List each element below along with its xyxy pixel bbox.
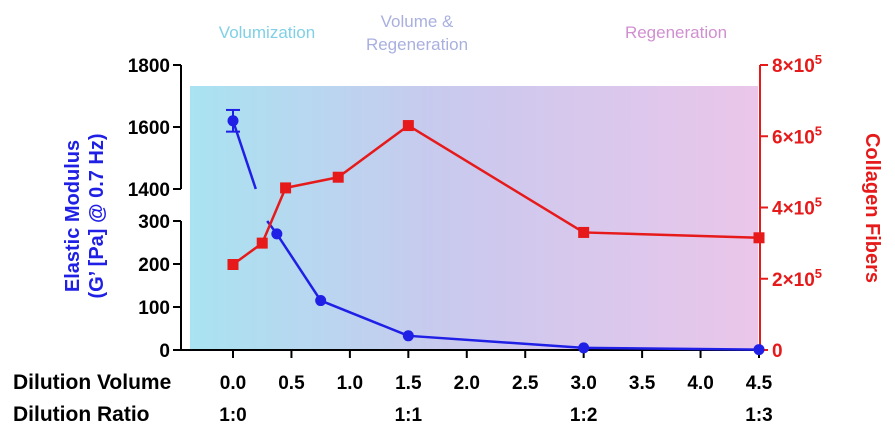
left-series-point <box>402 330 414 342</box>
x-secondary-tick-label: 1:0 <box>219 405 246 426</box>
x-tick-label: 2.5 <box>512 373 539 394</box>
x-tick-label: 2.0 <box>454 373 480 394</box>
x-secondary-tick-label: 1:1 <box>395 405 423 426</box>
x-tick-label: 4.5 <box>746 373 773 394</box>
left-series-point <box>578 342 590 354</box>
right-series-point <box>402 120 414 132</box>
phase-label-volumization: Volumization <box>219 23 315 42</box>
right-axis-title: Collagen Fibers <box>861 133 883 283</box>
x-tick-label: 1.0 <box>337 373 363 394</box>
left-axis-title-line1: Elastic Modulus <box>62 140 84 292</box>
right-tick-label: 2×105 <box>772 266 822 291</box>
phase-label-volume-regen-2: Regeneration <box>366 35 468 54</box>
right-series-point <box>227 259 239 270</box>
right-tick-label: 6×105 <box>772 123 822 148</box>
left-series-point <box>753 344 765 356</box>
x-tick-label: 0.5 <box>278 373 305 394</box>
right-tick-label: 8×105 <box>772 52 822 77</box>
left-series-line-segment <box>275 233 322 302</box>
right-series-point <box>578 226 590 238</box>
left-series-point <box>315 295 327 307</box>
right-series-point <box>280 182 292 194</box>
x-tick-label: 3.0 <box>570 373 596 394</box>
x-secondary-tick-label: 1:3 <box>745 405 772 426</box>
left-series-line-segment <box>408 334 584 350</box>
x-tick-label: 4.0 <box>687 373 713 394</box>
right-series-line-segment <box>407 124 585 234</box>
left-axis-title-line2: (G’ [Pa] @ 0.7 Hz) <box>86 133 108 298</box>
x-tick-label: 1.5 <box>395 373 422 394</box>
right-series-point <box>753 232 765 244</box>
left-tick-label: 200 <box>138 255 170 276</box>
x-tick-label: 3.5 <box>629 373 656 394</box>
left-series-line-segment <box>320 299 409 337</box>
left-tick-label: 100 <box>138 298 170 319</box>
right-series-line-segment <box>285 175 339 190</box>
left-tick-label: 1600 <box>128 118 170 139</box>
right-series-line-segment <box>337 124 410 179</box>
series <box>226 108 765 356</box>
left-series-point <box>227 115 239 127</box>
left-tick-label: 1400 <box>128 180 170 201</box>
right-series-line-segment <box>583 231 760 240</box>
x-axis-secondary-title: Dilution Ratio <box>13 403 149 426</box>
left-tick-label: 300 <box>138 212 170 233</box>
left-series-point <box>271 228 283 240</box>
phase-label-regeneration: Regeneration <box>625 23 727 42</box>
right-series-line-segment <box>261 187 287 244</box>
right-series-point <box>256 237 268 249</box>
x-axis-title: Dilution Volume <box>13 371 171 394</box>
phase-label-volume-regen-1: Volume & <box>381 12 454 31</box>
right-series-point <box>332 171 344 183</box>
right-tick-label: 0 <box>772 341 783 362</box>
left-series-line-segment <box>583 346 760 351</box>
axes: 1400 1600 1800 0 100 200 300 0 2×105 4×105 6×105 8×… <box>128 52 822 426</box>
left-tick-label: 0 <box>159 341 170 362</box>
plot-background <box>190 86 758 350</box>
right-tick-label: 4×105 <box>772 195 822 220</box>
x-tick-label: 0.0 <box>220 373 246 394</box>
left-tick-label: 1800 <box>128 56 170 77</box>
x-secondary-tick-label: 1:2 <box>570 405 597 426</box>
